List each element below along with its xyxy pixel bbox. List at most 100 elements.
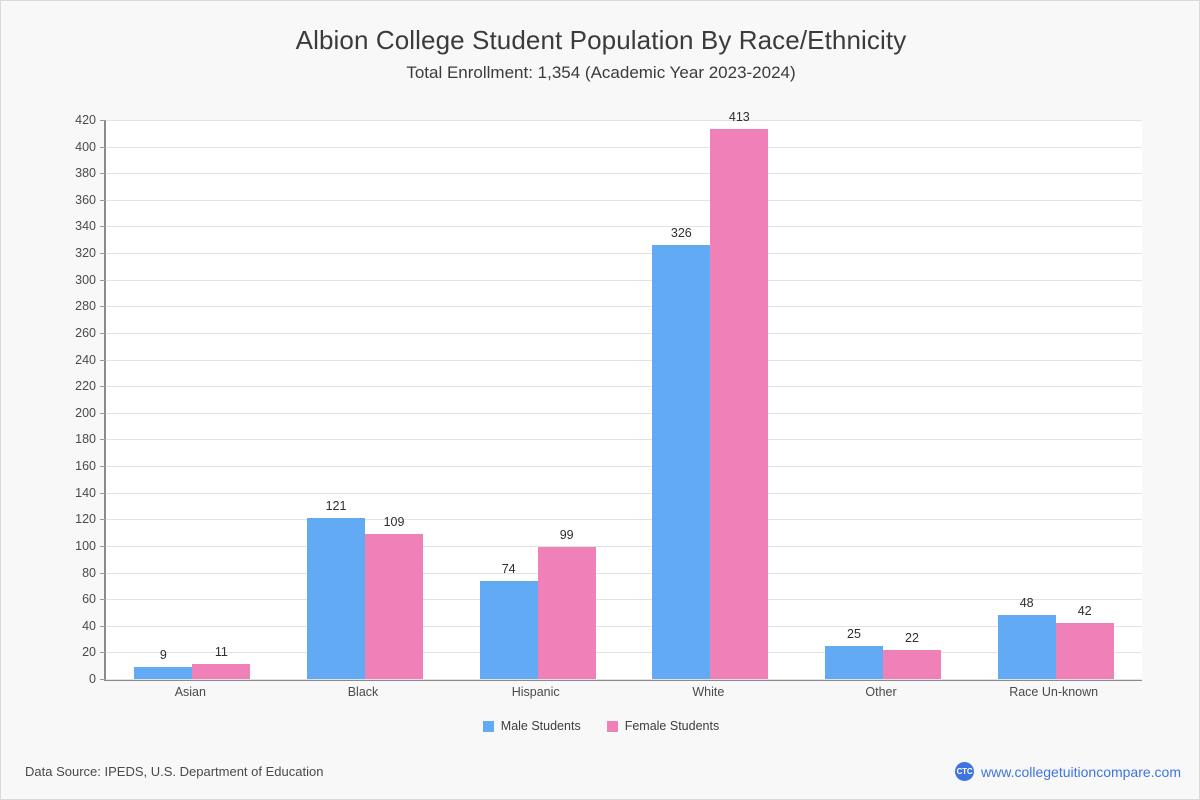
bar-value-label: 109	[383, 514, 405, 529]
y-tick-mark	[100, 599, 106, 601]
y-tick-mark	[100, 412, 106, 414]
y-tick-label: 260	[75, 325, 96, 340]
y-tick-label: 60	[82, 592, 96, 607]
gridline	[106, 332, 1142, 334]
y-tick-mark	[100, 466, 106, 468]
y-tick-mark	[100, 120, 106, 121]
bar-value-label: 42	[1077, 604, 1092, 619]
bars-layer: 9 11 121 109 74 99 326 413 25 22 48 42	[106, 110, 1142, 679]
gridline	[106, 492, 1142, 494]
bar-race-un-known-male	[997, 615, 1056, 679]
ctc-logo-icon: CTC	[955, 762, 975, 781]
brand-url-label: www.collegetuitioncompare.com	[981, 763, 1181, 780]
bar-black-male	[307, 517, 365, 679]
bar-value-label: 413	[728, 110, 750, 125]
y-tick-mark	[100, 519, 106, 521]
x-tick-label: Race Un-known	[1009, 685, 1099, 699]
gridline	[106, 545, 1142, 547]
gridline	[106, 386, 1142, 388]
gridline	[106, 679, 1142, 680]
x-tick-label: Black	[347, 685, 379, 699]
x-tick-label: Other	[865, 685, 897, 699]
bar-race-un-known-female	[1055, 623, 1114, 679]
y-tick-mark	[100, 625, 106, 627]
y-tick-label: 160	[75, 459, 96, 474]
legend-item-male[interactable]: Male Students	[482, 719, 581, 733]
y-tick-label: 80	[82, 565, 96, 580]
gridline	[106, 439, 1142, 441]
y-tick-mark	[100, 386, 106, 388]
gridline	[106, 120, 1142, 121]
bar-black-female	[365, 533, 423, 679]
chart-legend: Male Students Female Students	[1, 719, 1200, 733]
y-tick-label: 400	[75, 139, 96, 154]
y-tick-mark	[100, 146, 106, 148]
y-tick-label: 320	[75, 246, 96, 261]
legend-item-female[interactable]: Female Students	[606, 719, 720, 733]
y-tick-mark	[100, 652, 106, 654]
y-tick-label: 360	[75, 192, 96, 207]
gridline	[106, 306, 1142, 308]
bar-value-label: 22	[905, 630, 919, 645]
gridline	[106, 359, 1142, 361]
bar-value-label: 48	[1019, 596, 1034, 611]
y-tick-label: 220	[75, 379, 96, 394]
y-tick-label: 20	[82, 645, 96, 660]
legend-swatch-icon	[606, 720, 618, 732]
bar-other-female	[883, 649, 941, 679]
gridline	[106, 173, 1142, 175]
gridline	[106, 253, 1142, 255]
y-tick-mark	[100, 492, 106, 494]
bar-value-label: 326	[670, 226, 692, 241]
x-axis: Asian Black Hispanic White Other Race Un-know…	[104, 685, 1140, 707]
y-tick-label: 300	[75, 272, 96, 287]
bar-value-label: 11	[214, 645, 228, 660]
y-tick-mark	[100, 679, 106, 680]
x-tick-label: Asian	[174, 685, 206, 699]
y-tick-label: 200	[75, 405, 96, 420]
bar-asian-male	[134, 667, 193, 679]
y-tick-label: 380	[75, 166, 96, 181]
y-tick-label: 100	[75, 538, 96, 553]
bar-value-label: 9	[159, 648, 167, 663]
y-tick-label: 140	[75, 485, 96, 500]
legend-swatch-icon	[482, 720, 494, 732]
y-tick-mark	[100, 226, 106, 228]
bar-hispanic-male	[479, 580, 538, 679]
gridline	[106, 572, 1142, 574]
y-tick-label: 0	[89, 672, 96, 686]
y-tick-mark	[100, 279, 106, 281]
y-tick-mark	[100, 359, 106, 361]
bar-white-female	[710, 129, 769, 679]
y-tick-mark	[100, 572, 106, 574]
bar-hispanic-female	[537, 547, 596, 679]
y-tick-mark	[100, 439, 106, 441]
y-axis: 0 20 40 60 80 100 120 140 160 180 200 220 240 260 280 3…	[75, 113, 1140, 686]
brand-link[interactable]: CTC www.collegetuitioncompare.com	[955, 762, 1181, 781]
bar-value-label: 25	[847, 626, 861, 641]
y-tick-mark	[100, 545, 106, 547]
gridline	[106, 412, 1142, 414]
data-source-note: Data Source: IPEDS, U.S. Department of E…	[25, 764, 324, 779]
y-tick-mark	[100, 306, 106, 308]
legend-label: Male Students	[500, 719, 581, 733]
bar-value-label: 121	[325, 498, 347, 513]
legend-label: Female Students	[624, 719, 720, 733]
gridline	[106, 625, 1142, 627]
y-tick-mark	[100, 253, 106, 255]
chart-subtitle: Total Enrollment: 1,354 (Academic Year 2…	[406, 63, 796, 82]
x-tick-label: Hispanic	[511, 685, 560, 699]
gridline	[106, 279, 1142, 281]
y-tick-label: 40	[82, 618, 96, 633]
plot-area: 9 11 121 109 74 99 326 413 25 22 48 42	[100, 110, 1142, 681]
y-tick-label: 120	[75, 512, 96, 527]
gridline	[106, 226, 1142, 228]
bar-value-label: 99	[559, 528, 574, 543]
gridline	[106, 466, 1142, 468]
bar-other-male	[825, 645, 883, 679]
bar-white-male	[652, 245, 711, 679]
y-tick-mark	[100, 173, 106, 175]
bar-value-label: 74	[501, 561, 516, 576]
page-title: Albion College Student Population By Rac…	[295, 25, 907, 55]
